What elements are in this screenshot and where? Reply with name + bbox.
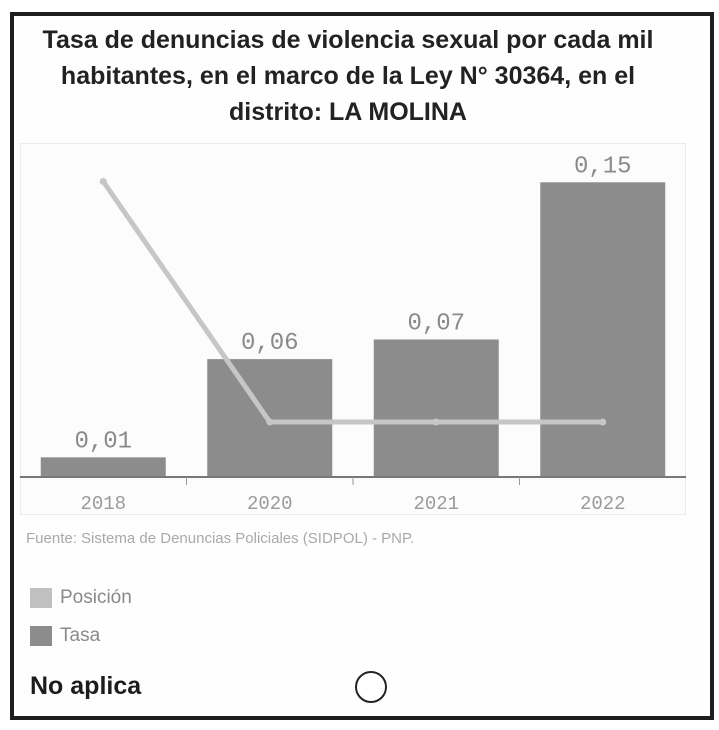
position-line (100, 179, 606, 425)
bar-label-2018: 0,01 (74, 428, 132, 455)
bar-label-2021: 0,07 (407, 310, 465, 337)
chart-title: Tasa de denuncias de violencia sexual po… (42, 26, 654, 126)
chart-plot-area: 0,01 0,06 0,07 0,15 2018 2020 2021 2022 (20, 143, 686, 515)
no-aplica-radio[interactable] (355, 671, 387, 703)
position-point-2022 (599, 418, 607, 426)
legend-item-tasa: Tasa (30, 623, 100, 649)
bar-labels-layer: 0,01 0,06 0,07 0,15 (74, 153, 631, 455)
position-point-2021 (432, 418, 440, 426)
legend-label-tasa: Tasa (60, 625, 101, 646)
source-note: Fuente: Sistema de Denuncias Policiales … (26, 530, 415, 547)
bars-layer (40, 182, 666, 477)
legend-swatch-posicion (30, 588, 52, 608)
position-line-layer (99, 178, 607, 426)
legend-item-posicion: Posición (30, 585, 132, 611)
bar-2022 (540, 182, 666, 477)
position-point-2018 (99, 178, 107, 185)
x-tick-2018: 2018 (80, 493, 126, 515)
legend-label-posicion: Posición (60, 587, 132, 608)
bar-label-2020: 0,06 (241, 330, 299, 357)
no-aplica-label: No aplica (30, 672, 142, 700)
legend-swatch-tasa (30, 626, 52, 646)
bar-2021 (373, 339, 499, 477)
x-tick-2020: 2020 (247, 493, 293, 515)
x-tick-labels: 2018 2020 2021 2022 (80, 477, 626, 515)
position-point-2020 (266, 418, 274, 426)
x-tick-2022: 2022 (580, 493, 626, 515)
bar-2018 (40, 457, 166, 477)
bar-label-2022: 0,15 (574, 153, 632, 180)
x-tick-2021: 2021 (413, 493, 459, 515)
